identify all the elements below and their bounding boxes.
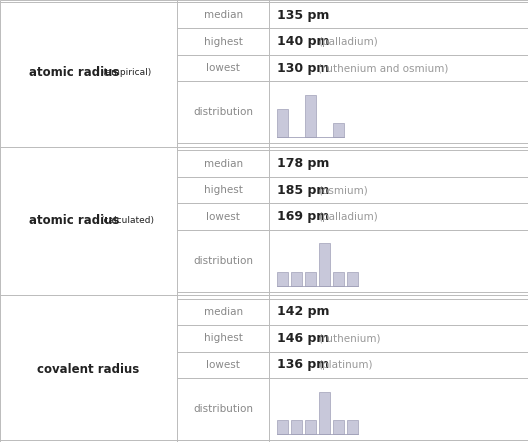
Bar (319, 243, 331, 286)
Bar (305, 420, 316, 434)
Text: atomic radius: atomic radius (29, 66, 119, 79)
Text: (osmium): (osmium) (318, 185, 368, 195)
Text: lowest: lowest (206, 212, 240, 221)
Bar (277, 420, 288, 434)
Text: 130 pm: 130 pm (277, 62, 329, 75)
Text: median: median (203, 10, 243, 20)
Text: (palladium): (palladium) (318, 37, 378, 47)
Bar (347, 420, 359, 434)
Bar (291, 271, 303, 286)
Bar (333, 271, 344, 286)
Bar (305, 271, 316, 286)
Text: 135 pm: 135 pm (277, 9, 329, 22)
Text: (empirical): (empirical) (103, 68, 152, 77)
Text: lowest: lowest (206, 63, 240, 73)
Text: distribution: distribution (193, 256, 253, 266)
Bar (319, 392, 331, 434)
Text: highest: highest (204, 185, 242, 195)
Text: (ruthenium and osmium): (ruthenium and osmium) (318, 63, 449, 73)
Text: (palladium): (palladium) (318, 212, 378, 221)
Text: highest: highest (204, 333, 242, 343)
Text: 169 pm: 169 pm (277, 210, 329, 223)
Text: atomic radius: atomic radius (29, 214, 119, 228)
Text: 142 pm: 142 pm (277, 305, 330, 318)
Bar (291, 420, 303, 434)
Text: 136 pm: 136 pm (277, 358, 329, 371)
Text: (calculated): (calculated) (100, 217, 154, 225)
Text: distribution: distribution (193, 404, 253, 414)
Bar (333, 123, 344, 137)
Text: covalent radius: covalent radius (37, 363, 139, 376)
Text: median: median (203, 307, 243, 317)
Bar (333, 420, 344, 434)
Text: median: median (203, 159, 243, 168)
Text: distribution: distribution (193, 107, 253, 118)
Text: highest: highest (204, 37, 242, 47)
Bar (305, 95, 316, 137)
Text: (ruthenium): (ruthenium) (318, 333, 381, 343)
Text: 146 pm: 146 pm (277, 332, 329, 345)
Text: 185 pm: 185 pm (277, 183, 329, 197)
Text: 178 pm: 178 pm (277, 157, 329, 170)
Bar (277, 271, 288, 286)
Text: (platinum): (platinum) (318, 360, 373, 370)
Bar (347, 271, 359, 286)
Text: lowest: lowest (206, 360, 240, 370)
Text: 140 pm: 140 pm (277, 35, 330, 48)
Bar (277, 109, 288, 137)
